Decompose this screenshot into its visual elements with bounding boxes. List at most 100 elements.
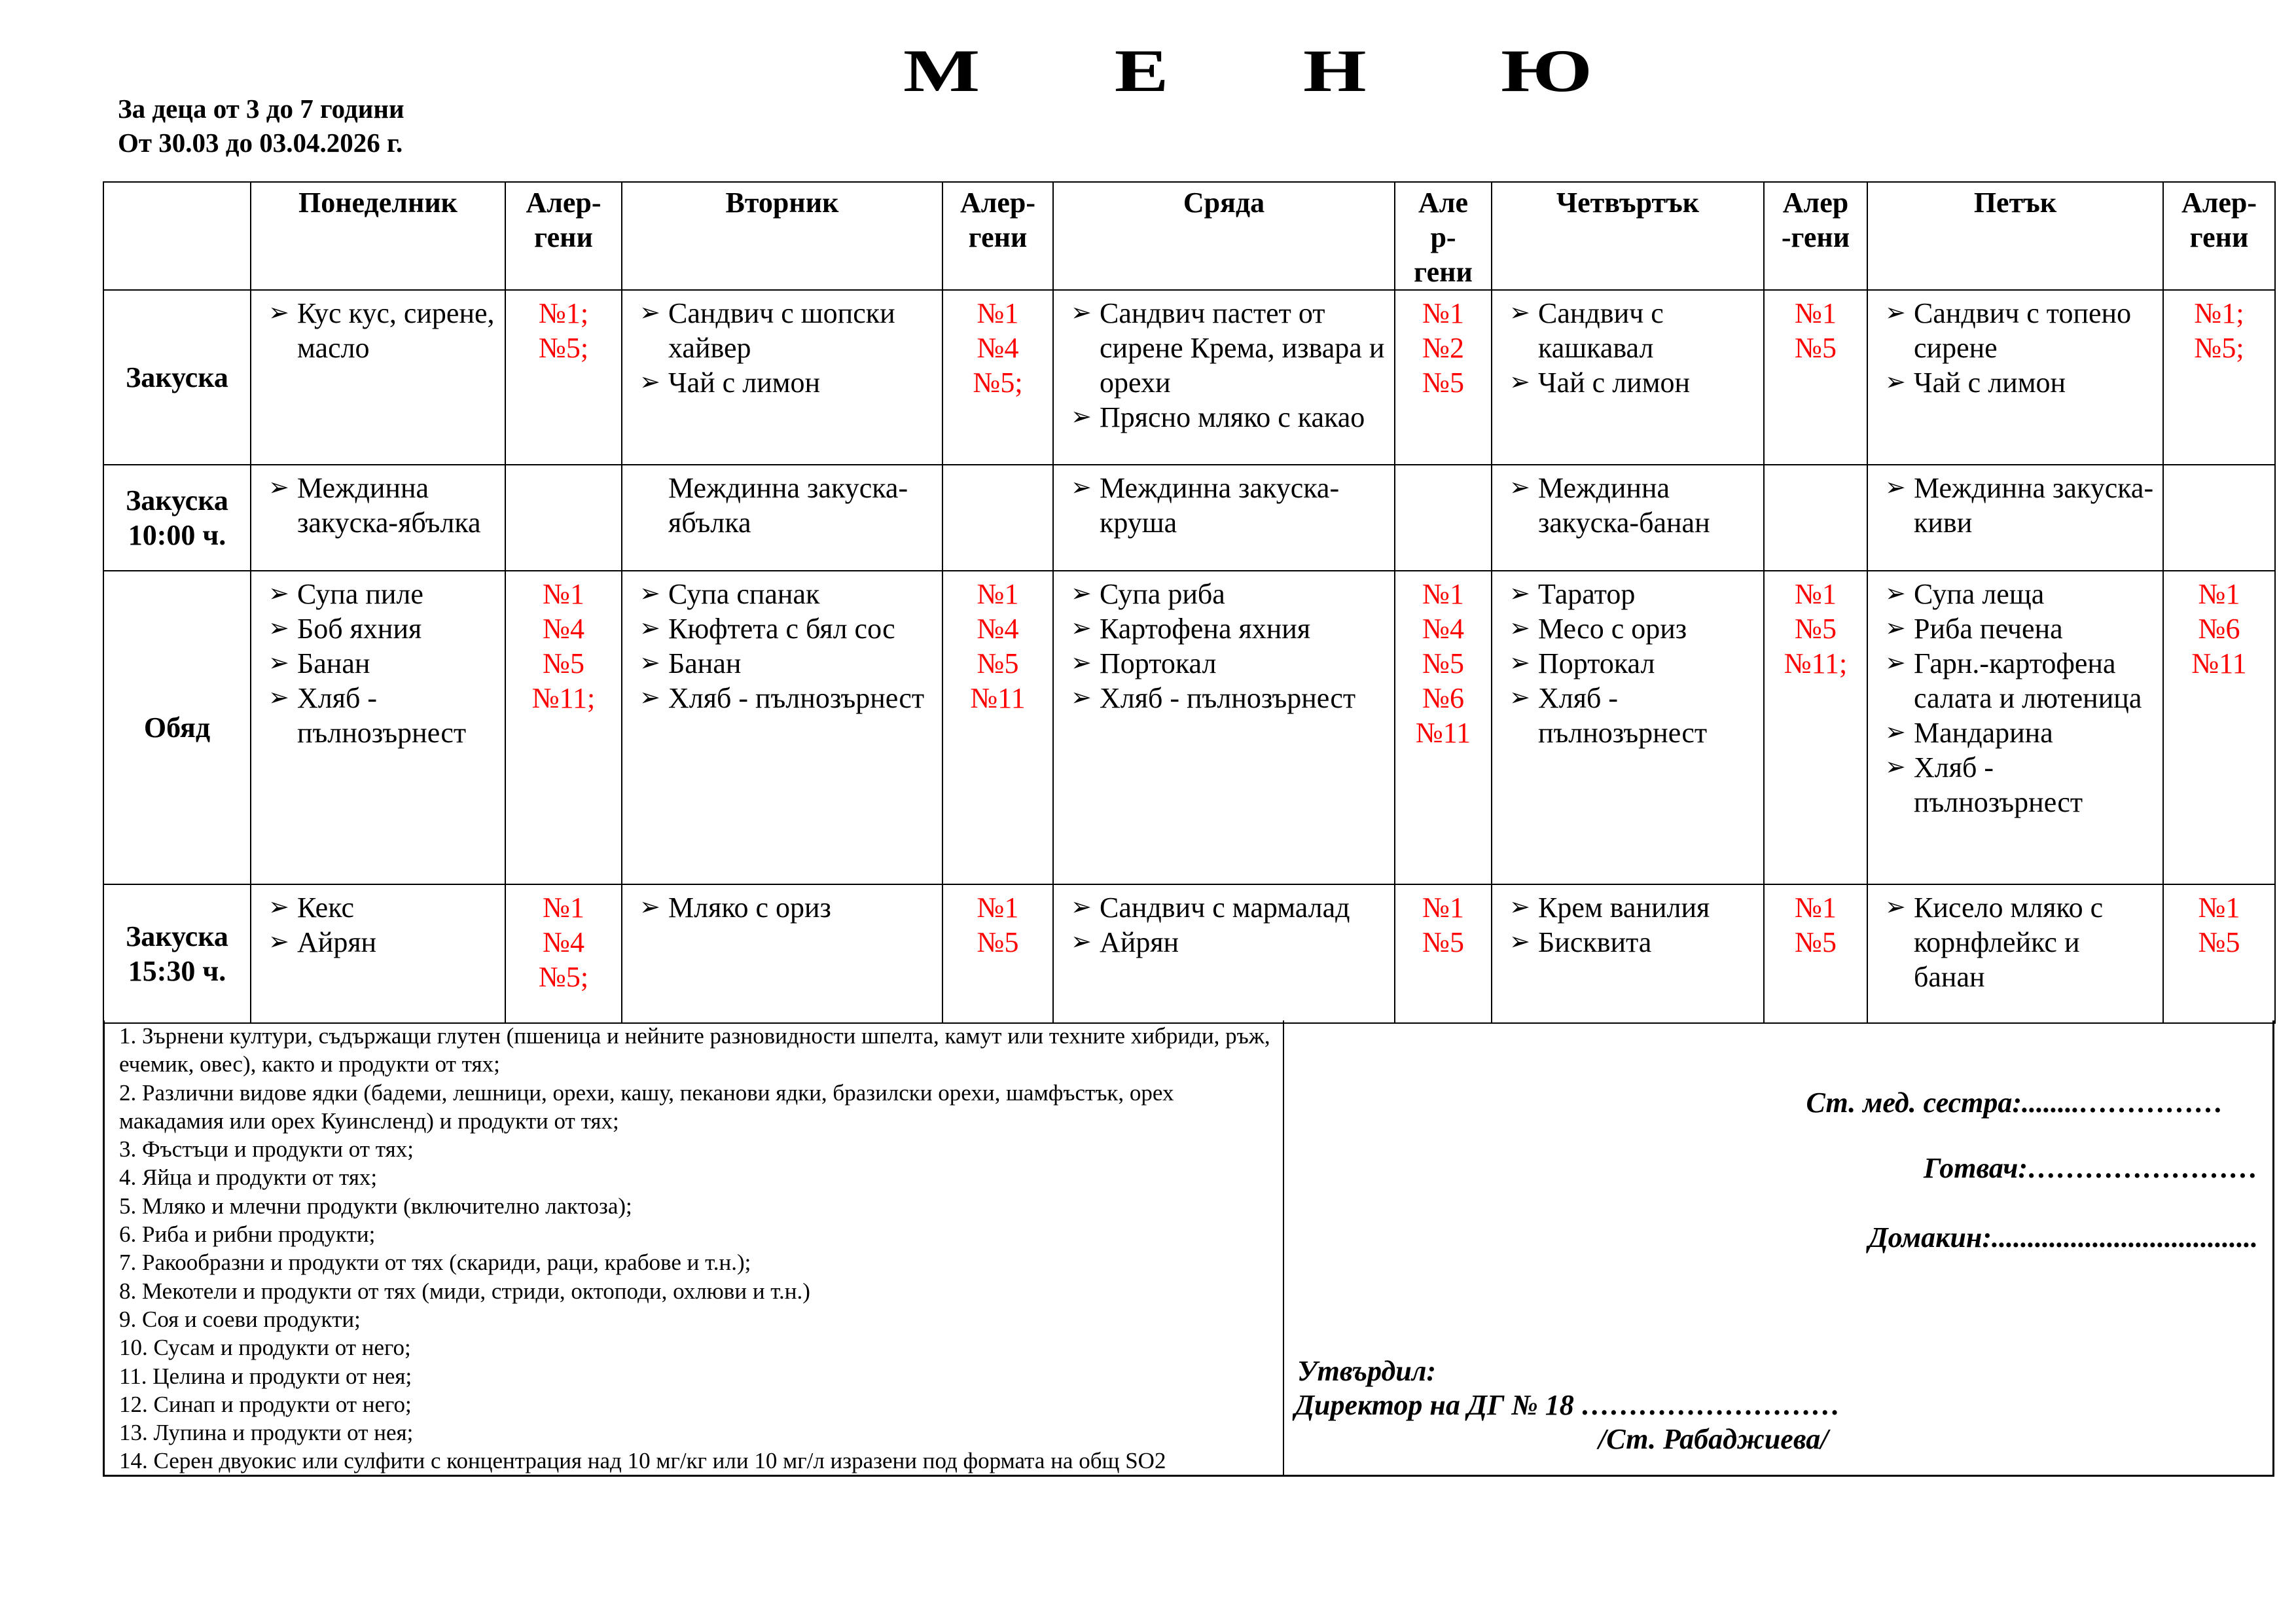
menu-cell: ➢ Супа риба ➢ Картофена яхния ➢ Портокал ➢ Хляб… [1052, 570, 1395, 885]
allergen-code: №6 [2198, 613, 2240, 645]
allergen-code: №1 [977, 297, 1019, 329]
legend-item: 6. Риба и рибни продукти; [119, 1221, 376, 1248]
menu-item-text: Кюфтета с бял сос [668, 613, 895, 645]
menu-item-text: Кисело мляко с корнфлейкс и банан [1914, 892, 2104, 993]
housekeeper-signature: Домакин:................................… [1868, 1221, 2258, 1254]
menu-item: ➢ Гарн.-картофена салата и лютеница [1885, 646, 2156, 715]
menu-cell: ➢ Сандвич с топено сирене ➢ Чай с лимон [1867, 289, 2164, 465]
allergen-code: №11; [531, 682, 596, 714]
allergen-cell [942, 464, 1054, 571]
menu-item: ➢ Банан [639, 646, 935, 681]
menu-item-text: Хляб - пълнозърнест [297, 682, 467, 749]
menu-item-text: Гарн.-картофена салата и лютеница [1914, 647, 2142, 714]
allergen-header: Алер- гени [505, 181, 622, 291]
day-header: Понеделник [250, 181, 506, 291]
allergen-code: №1 [2198, 578, 2240, 610]
menu-item-text: Междинна закуска-ябълка [668, 472, 908, 539]
arrowhead-bullet-icon: ➢ [1509, 580, 1530, 607]
allergen-code: №1 [1795, 892, 1837, 924]
arrowhead-bullet-icon: ➢ [1509, 649, 1530, 677]
header-row: Понеделник Алер- гени Вторник Алер- гени Сря… [103, 181, 2276, 291]
allergen-cell: №1 №4 №5; [505, 884, 622, 1024]
allergen-cell: №1 №5 [1394, 884, 1492, 1024]
menu-cell: ➢ Супа леща ➢ Риба печена ➢ Гарн.-картофена с… [1867, 570, 2164, 885]
menu-item-text: Чай с лимон [668, 367, 821, 399]
arrowhead-bullet-icon: ➢ [1509, 928, 1530, 956]
allergen-code: №1 [1795, 297, 1837, 329]
menu-item-text: Картофена яхния [1100, 613, 1311, 645]
menu-item-text: Айрян [297, 926, 377, 958]
cook-signature: Готвач:…………………… [1923, 1152, 2258, 1184]
allergen-code: №1 [1795, 578, 1837, 610]
menu-item: ➢ Чай с лимон [1885, 365, 2156, 400]
allergen-code: №5 [543, 647, 584, 679]
allergen-code: №4 [543, 926, 584, 958]
arrowhead-bullet-icon: ➢ [1071, 615, 1092, 642]
allergen-code: №11 [970, 682, 1026, 714]
allergen-cell: №1 №2 №5 [1394, 289, 1492, 465]
director-name: /Ст. Рабаджиева/ [1598, 1423, 1829, 1455]
arrowhead-bullet-icon: ➢ [1509, 893, 1530, 921]
allergen-cell: №1 №5 [942, 884, 1054, 1024]
menu-item-text: Таратор [1538, 578, 1636, 610]
arrowhead-bullet-icon: ➢ [1509, 299, 1530, 327]
allergen-cell [1763, 464, 1868, 571]
allergen-cell: №1 №5 [1763, 884, 1868, 1024]
allergen-cell: №1 №4 №5; [942, 289, 1054, 465]
day-header: Вторник [621, 181, 943, 291]
approved-label: Утвърдил: [1297, 1355, 1437, 1387]
menu-item: ➢ Чай с лимон [1509, 365, 1757, 400]
arrowhead-bullet-icon: ➢ [639, 649, 660, 677]
meal-label: Обяд [103, 570, 251, 885]
allergen-code: №5 [977, 647, 1019, 679]
allergen-code: №6 [1422, 682, 1464, 714]
arrowhead-bullet-icon: ➢ [268, 649, 289, 677]
meal-row: Закуска ➢ Кус кус, сирене, масло №1; №5; ➢ Сан… [103, 289, 2276, 465]
meal-label: Закуска 15:30 ч. [103, 884, 251, 1024]
allergen-header: Алер- гени [942, 181, 1054, 291]
allergen-code: №1 [1422, 578, 1464, 610]
arrowhead-bullet-icon: ➢ [268, 474, 289, 501]
allergen-code: №1 [2198, 892, 2240, 924]
allergen-code: №5; [973, 367, 1023, 399]
legend-item: 10. Сусам и продукти от него; [119, 1335, 411, 1361]
allergen-header: Але р- гени [1394, 181, 1492, 291]
menu-item: ➢ Мандарина [1885, 715, 2156, 750]
legend-item: 1. Зърнени култури, съдържащи глутен (пш… [119, 1023, 1270, 1077]
allergen-code: №5 [977, 926, 1019, 958]
allergen-code: №5 [1422, 926, 1464, 958]
meal-label: Закуска 10:00 ч. [103, 464, 251, 571]
menu-cell: ➢ Сандвич с кашкавал ➢ Чай с лимон [1491, 289, 1765, 465]
menu-item: ➢ Междинна закуска-банан [1509, 471, 1757, 540]
allergen-code: №5; [538, 332, 589, 364]
nurse-signature: Ст. мед. сестра:........…………… [1806, 1087, 2223, 1119]
legend-item: 9. Соя и соеви продукти; [119, 1306, 361, 1332]
allergen-header: Алер -гени [1763, 181, 1868, 291]
menu-item-text: Междинна закуска-киви [1914, 472, 2154, 539]
menu-item-text: Месо с ориз [1538, 613, 1687, 645]
arrowhead-bullet-icon: ➢ [1885, 719, 1906, 746]
menu-item-text: Кус кус, сирене, масло [297, 297, 495, 364]
allergen-code: №1 [543, 578, 584, 610]
meal-row: Закуска 15:30 ч. ➢ Кекс ➢ Айрян №1 №4 №5; ➢ Мляко… [103, 884, 2276, 1024]
menu-item: ➢ Кюфтета с бял сос [639, 611, 935, 646]
menu-item: ➢ Сандвич с топено сирене [1885, 296, 2156, 365]
arrowhead-bullet-icon: ➢ [1885, 893, 1906, 921]
allergen-code: №2 [1422, 332, 1464, 364]
allergen-code: №4 [977, 332, 1019, 364]
allergen-code: №4 [1422, 613, 1464, 645]
corner-cell [103, 181, 251, 291]
menu-cell: ➢ Крем ванилия ➢ Бисквита [1491, 884, 1765, 1024]
menu-item-text: Междинна закуска-банан [1538, 472, 1710, 539]
menu-item-text: Чай с лимон [1538, 367, 1691, 399]
title-letter: Ю [1501, 37, 1592, 104]
menu-item-text: Сандвич с кашкавал [1538, 297, 1664, 364]
menu-item-text: Айрян [1100, 926, 1179, 958]
menu-item: ➢ Междинна закуска-киви [1885, 471, 2156, 540]
menu-item: ➢ Таратор [1509, 577, 1757, 611]
allergen-code: №11 [2191, 647, 2247, 679]
menu-item: ➢ Кисело мляко с корнфлейкс и банан [1885, 890, 2156, 994]
arrowhead-bullet-icon: ➢ [1071, 580, 1092, 607]
menu-item: ➢ Чай с лимон [639, 365, 935, 400]
menu-item: ➢ Мляко с ориз [639, 890, 935, 925]
